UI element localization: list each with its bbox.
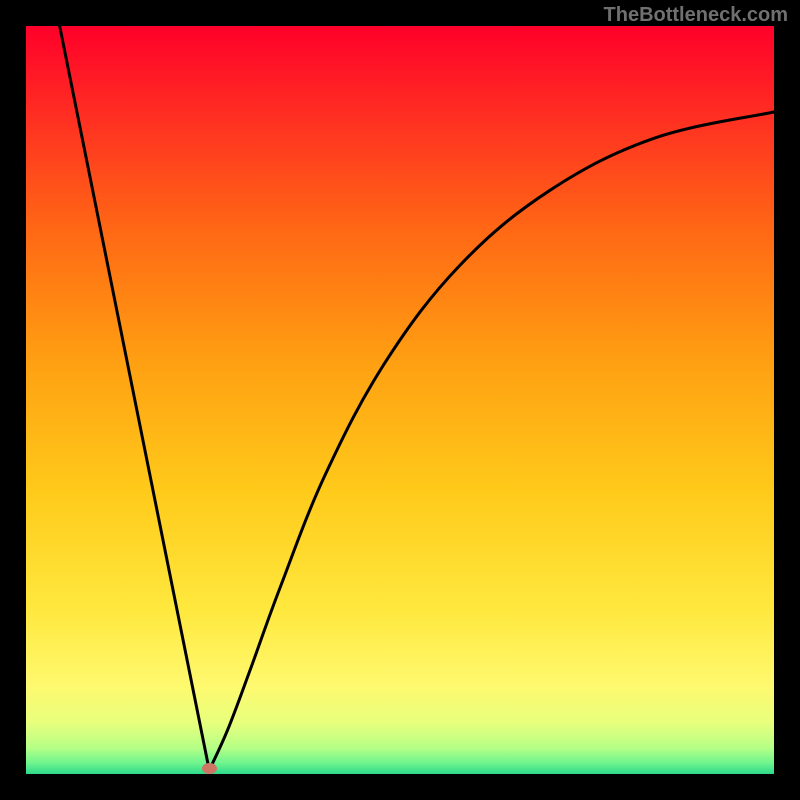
- minimum-marker: [202, 763, 217, 774]
- watermark-text: TheBottleneck.com: [604, 4, 788, 27]
- curve-svg: [26, 26, 774, 774]
- plot-area: [26, 26, 774, 774]
- bottleneck-curve: [60, 26, 774, 770]
- chart-container: TheBottleneck.com: [0, 0, 800, 800]
